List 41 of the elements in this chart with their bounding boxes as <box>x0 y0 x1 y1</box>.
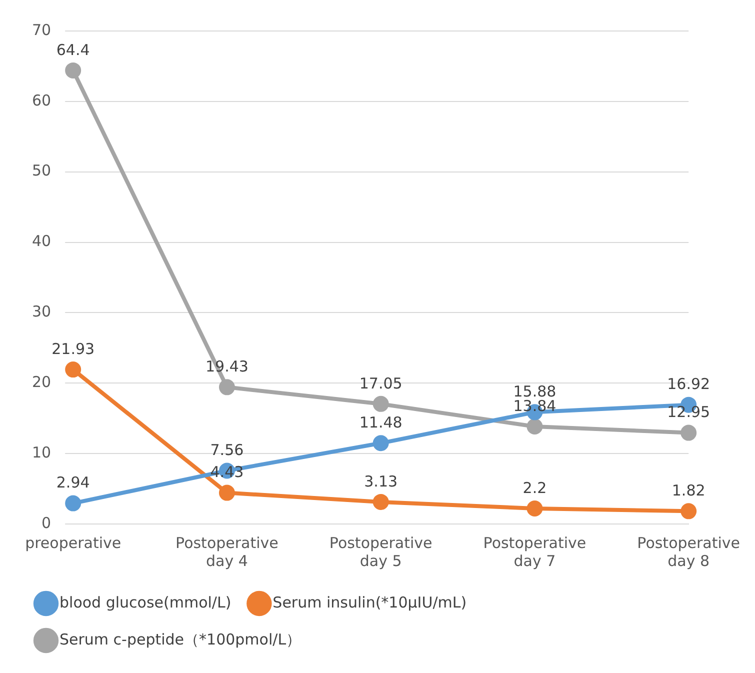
point <box>680 424 697 441</box>
y-tick-label: 70 <box>32 20 52 39</box>
point <box>372 494 389 510</box>
data-label: 17.05 <box>359 374 402 392</box>
data-label: 21.93 <box>52 340 95 358</box>
point <box>218 379 235 396</box>
data-label: 1.82 <box>672 482 706 500</box>
x-tick-label: preoperative <box>25 534 122 552</box>
y-tick-label: 10 <box>32 443 52 462</box>
legend-label: Serum insulin(*10μIU/mL) <box>272 593 467 612</box>
data-label: 2.2 <box>522 478 547 497</box>
point <box>65 62 82 78</box>
legend-label: blood glucose(mmol/L) <box>60 593 232 612</box>
x-tick-label: Postoperative day 4 <box>176 534 278 570</box>
data-label: 2.94 <box>56 474 90 492</box>
point <box>526 418 543 435</box>
point <box>65 362 82 378</box>
point <box>680 503 697 520</box>
data-label: 64.4 <box>56 40 90 59</box>
x-tick-label: Postoperative day 7 <box>483 534 586 570</box>
point <box>372 396 389 412</box>
point <box>526 500 543 517</box>
y-tick-label: 50 <box>32 162 52 180</box>
legend-label: Serum c-peptide（*100pmol/L） <box>60 630 302 648</box>
data-label: 16.92 <box>667 375 710 394</box>
data-label: 11.48 <box>359 414 402 432</box>
x-tick-label: Postoperative day 5 <box>329 534 432 570</box>
data-label: 15.88 <box>513 382 556 401</box>
point <box>65 495 82 512</box>
data-label: 7.56 <box>210 441 244 460</box>
data-label: 19.43 <box>205 358 248 376</box>
x-tick-label: Postoperative day 8 <box>637 534 740 570</box>
y-tick-label: 20 <box>32 373 52 392</box>
point <box>218 484 235 501</box>
data-label: 12.95 <box>667 403 710 422</box>
y-tick-label: 0 <box>42 514 52 532</box>
y-tick-label: 60 <box>32 91 52 110</box>
data-label: 3.13 <box>364 472 398 490</box>
y-tick-label: 30 <box>32 302 52 321</box>
point <box>372 435 389 452</box>
y-tick-label: 40 <box>32 232 52 250</box>
